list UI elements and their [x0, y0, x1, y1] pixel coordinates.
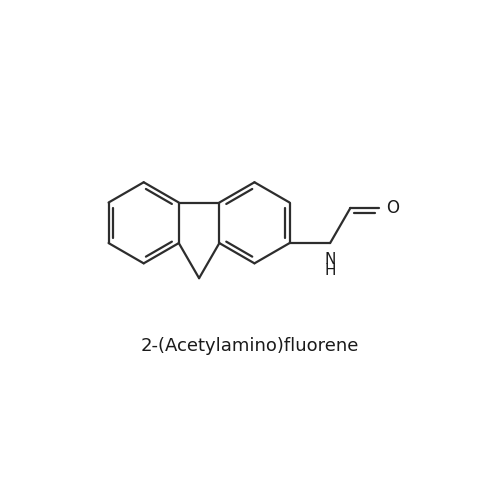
- Text: N: N: [324, 252, 336, 267]
- Text: 2-(Acetylamino)fluorene: 2-(Acetylamino)fluorene: [141, 338, 359, 355]
- Text: H: H: [324, 263, 336, 278]
- Text: O: O: [386, 199, 399, 217]
